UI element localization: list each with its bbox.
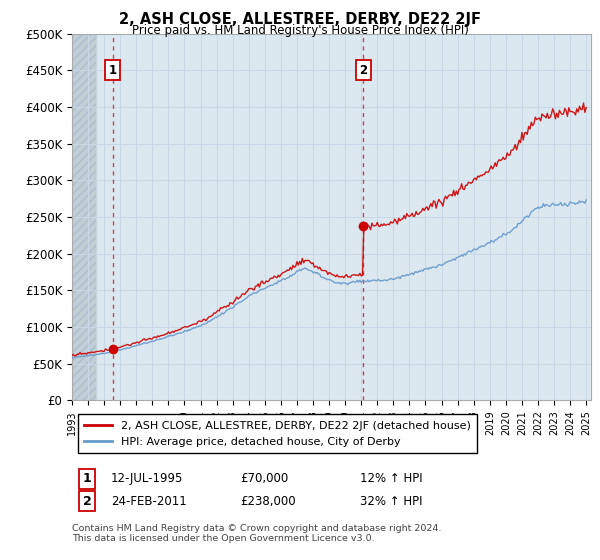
Text: 12% ↑ HPI: 12% ↑ HPI (360, 472, 422, 486)
Text: 1: 1 (109, 64, 117, 77)
Text: 12-JUL-1995: 12-JUL-1995 (111, 472, 184, 486)
Text: £70,000: £70,000 (240, 472, 288, 486)
Text: £238,000: £238,000 (240, 494, 296, 508)
Text: 2: 2 (83, 494, 91, 508)
Text: 24-FEB-2011: 24-FEB-2011 (111, 494, 187, 508)
Text: 2: 2 (359, 64, 367, 77)
Legend: 2, ASH CLOSE, ALLESTREE, DERBY, DE22 2JF (detached house), HPI: Average price, d: 2, ASH CLOSE, ALLESTREE, DERBY, DE22 2JF… (77, 414, 478, 453)
Text: Contains HM Land Registry data © Crown copyright and database right 2024.
This d: Contains HM Land Registry data © Crown c… (72, 524, 442, 543)
Text: 1: 1 (83, 472, 91, 486)
Text: 32% ↑ HPI: 32% ↑ HPI (360, 494, 422, 508)
Bar (72, 34, 96, 400)
Text: 2, ASH CLOSE, ALLESTREE, DERBY, DE22 2JF: 2, ASH CLOSE, ALLESTREE, DERBY, DE22 2JF (119, 12, 481, 27)
Text: Price paid vs. HM Land Registry's House Price Index (HPI): Price paid vs. HM Land Registry's House … (131, 24, 469, 37)
